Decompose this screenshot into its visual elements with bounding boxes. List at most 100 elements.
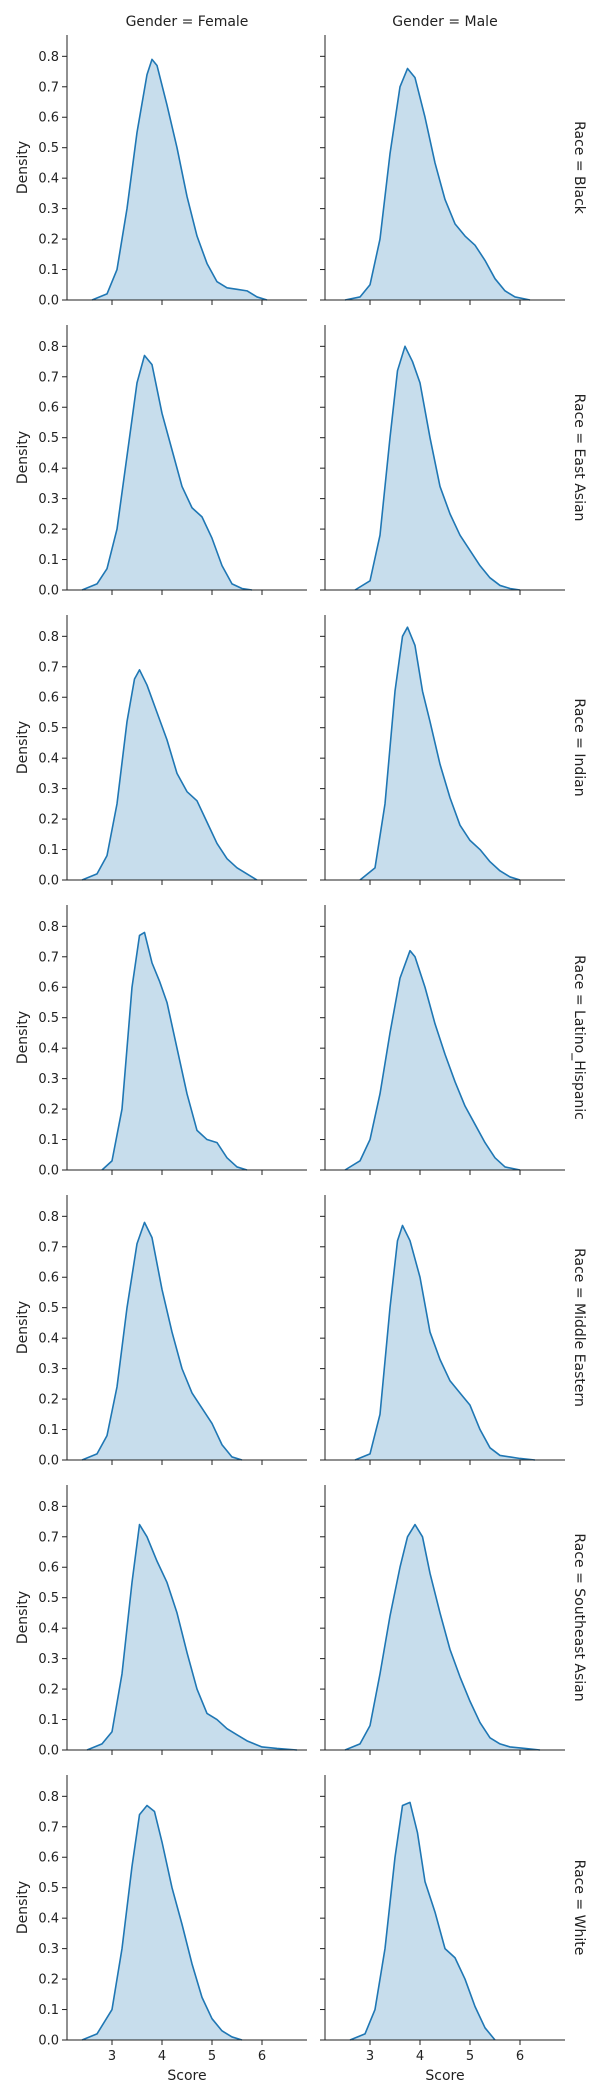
y-tick-label: 0.8 xyxy=(38,920,59,935)
density-line xyxy=(354,345,521,591)
y-tick-label: 0.7 xyxy=(38,80,59,95)
y-tick-label: 0.0 xyxy=(38,584,59,599)
density-line xyxy=(86,1523,298,1751)
y-tick-label: 0.6 xyxy=(38,111,59,126)
row-title-5: Race = Southeast Asian xyxy=(571,1533,587,1701)
panel-r6-c0: 0.0 0.1 0.2 0.3 0.4 0.5 0.6 0.7 0.8 3 4 5 6 Density Sc… xyxy=(15,1775,307,2084)
y-tick-label: 0.6 xyxy=(38,691,59,706)
y-axis-title: Density xyxy=(15,141,31,194)
y-tick-label: 0.5 xyxy=(38,431,59,446)
y-tick-label: 0.2 xyxy=(38,1973,59,1988)
density-area xyxy=(82,1222,242,1460)
row-title-3: Race = Latino_Hispanic xyxy=(571,955,587,1120)
density-area xyxy=(102,932,247,1170)
y-tick-label: 0.1 xyxy=(38,263,59,278)
y-axis-title: Density xyxy=(15,1591,31,1644)
x-tick-label: 4 xyxy=(158,2049,166,2064)
row-title-4: Race = Middle Eastern xyxy=(571,1248,587,1407)
y-tick-label: 0.4 xyxy=(38,172,59,187)
x-tick-label: 5 xyxy=(466,2049,474,2064)
panel-r1-c0: 0.0 0.1 0.2 0.3 0.4 0.5 0.6 0.7 0.8 Density xyxy=(15,325,307,599)
y-tick-label: 0.5 xyxy=(38,141,59,156)
density-line xyxy=(101,931,248,1171)
y-tick-label: 0.4 xyxy=(38,752,59,767)
density-area xyxy=(350,1802,495,2040)
density-line xyxy=(81,1804,243,2041)
panel-r5-c0: 0.0 0.1 0.2 0.3 0.4 0.5 0.6 0.7 0.8 Density xyxy=(15,1485,307,1759)
y-axis-title: Density xyxy=(15,1011,31,1064)
y-tick-label: 0.2 xyxy=(38,523,59,538)
y-tick-label: 0.7 xyxy=(38,950,59,965)
y-tick-label: 0.0 xyxy=(38,2034,59,2049)
y-axis-title: Density xyxy=(15,1881,31,1934)
y-tick-label: 0.0 xyxy=(38,1454,59,1469)
y-tick-label: 0.6 xyxy=(38,981,59,996)
panel-r2-c0: 0.0 0.1 0.2 0.3 0.4 0.5 0.6 0.7 0.8 Density xyxy=(15,615,307,889)
y-tick-label: 0.8 xyxy=(38,630,59,645)
y-tick-label: 0.3 xyxy=(38,492,59,507)
y-axis-title: Density xyxy=(15,431,31,484)
x-tick-label: 4 xyxy=(416,2049,424,2064)
y-tick-label: 0.1 xyxy=(38,1133,59,1148)
x-axis-title: Score xyxy=(425,2068,464,2084)
panel-r3-c0: 0.0 0.1 0.2 0.3 0.4 0.5 0.6 0.7 0.8 Density xyxy=(15,905,307,1179)
y-tick-label: 0.6 xyxy=(38,1271,59,1286)
col-title-0: Gender = Female xyxy=(126,14,249,30)
y-axis-title: Density xyxy=(15,721,31,774)
y-tick-label: 0.8 xyxy=(38,340,59,355)
y-axis-title: Density xyxy=(15,1301,31,1354)
density-area xyxy=(355,1225,535,1460)
density-line xyxy=(81,354,253,591)
y-tick-label: 0.5 xyxy=(38,1881,59,1896)
row-title-0: Race = Black xyxy=(571,121,587,215)
x-axis-title: Score xyxy=(167,2068,206,2084)
panel-r0-c0: 0.0 0.1 0.2 0.3 0.4 0.5 0.6 0.7 0.8 Density xyxy=(15,35,307,309)
y-tick-label: 0.1 xyxy=(38,843,59,858)
y-tick-label: 0.8 xyxy=(38,1790,59,1805)
density-line xyxy=(91,58,268,301)
panel-r4-c1 xyxy=(320,1195,565,1465)
density-line xyxy=(81,1221,243,1461)
y-tick-label: 0.2 xyxy=(38,1103,59,1118)
y-tick-label: 0.5 xyxy=(38,721,59,736)
y-tick-label: 0.7 xyxy=(38,1240,59,1255)
y-tick-label: 0.5 xyxy=(38,1591,59,1606)
y-tick-label: 0.2 xyxy=(38,1393,59,1408)
y-tick-label: 0.7 xyxy=(38,370,59,385)
y-tick-label: 0.7 xyxy=(38,1530,59,1545)
density-line xyxy=(344,67,531,301)
x-tick-label: 3 xyxy=(366,2049,374,2064)
y-tick-label: 0.4 xyxy=(38,1042,59,1057)
y-tick-label: 0.4 xyxy=(38,1912,59,1927)
density-line xyxy=(81,669,258,881)
density-area xyxy=(82,1805,242,2040)
density-area xyxy=(82,355,252,590)
y-tick-label: 0.2 xyxy=(38,813,59,828)
density-area xyxy=(355,346,520,590)
y-tick-label: 0.0 xyxy=(38,874,59,889)
density-area xyxy=(92,59,267,301)
y-tick-label: 0.1 xyxy=(38,1423,59,1438)
y-tick-label: 0.8 xyxy=(38,1500,59,1515)
panel-r1-c1 xyxy=(320,325,565,595)
y-tick-label: 0.8 xyxy=(38,1210,59,1225)
row-title-1: Race = East Asian xyxy=(571,394,587,522)
y-tick-label: 0.1 xyxy=(38,1713,59,1728)
y-tick-label: 0.8 xyxy=(38,50,59,65)
col-title-1: Gender = Male xyxy=(392,14,497,30)
y-tick-label: 0.4 xyxy=(38,1622,59,1637)
y-tick-label: 0.1 xyxy=(38,2003,59,2018)
y-tick-label: 0.5 xyxy=(38,1011,59,1026)
density-line xyxy=(344,1523,541,1751)
y-tick-label: 0.6 xyxy=(38,401,59,416)
y-tick-label: 0.3 xyxy=(38,1362,59,1377)
row-title-2: Race = Indian xyxy=(571,698,587,796)
density-area xyxy=(360,627,520,880)
y-tick-label: 0.4 xyxy=(38,462,59,477)
density-area xyxy=(345,950,520,1170)
panel-r6-c1: 3 4 5 6 Score xyxy=(320,1775,565,2084)
y-tick-label: 0.6 xyxy=(38,1561,59,1576)
y-tick-label: 0.3 xyxy=(38,1942,59,1957)
density-area xyxy=(345,1524,540,1750)
